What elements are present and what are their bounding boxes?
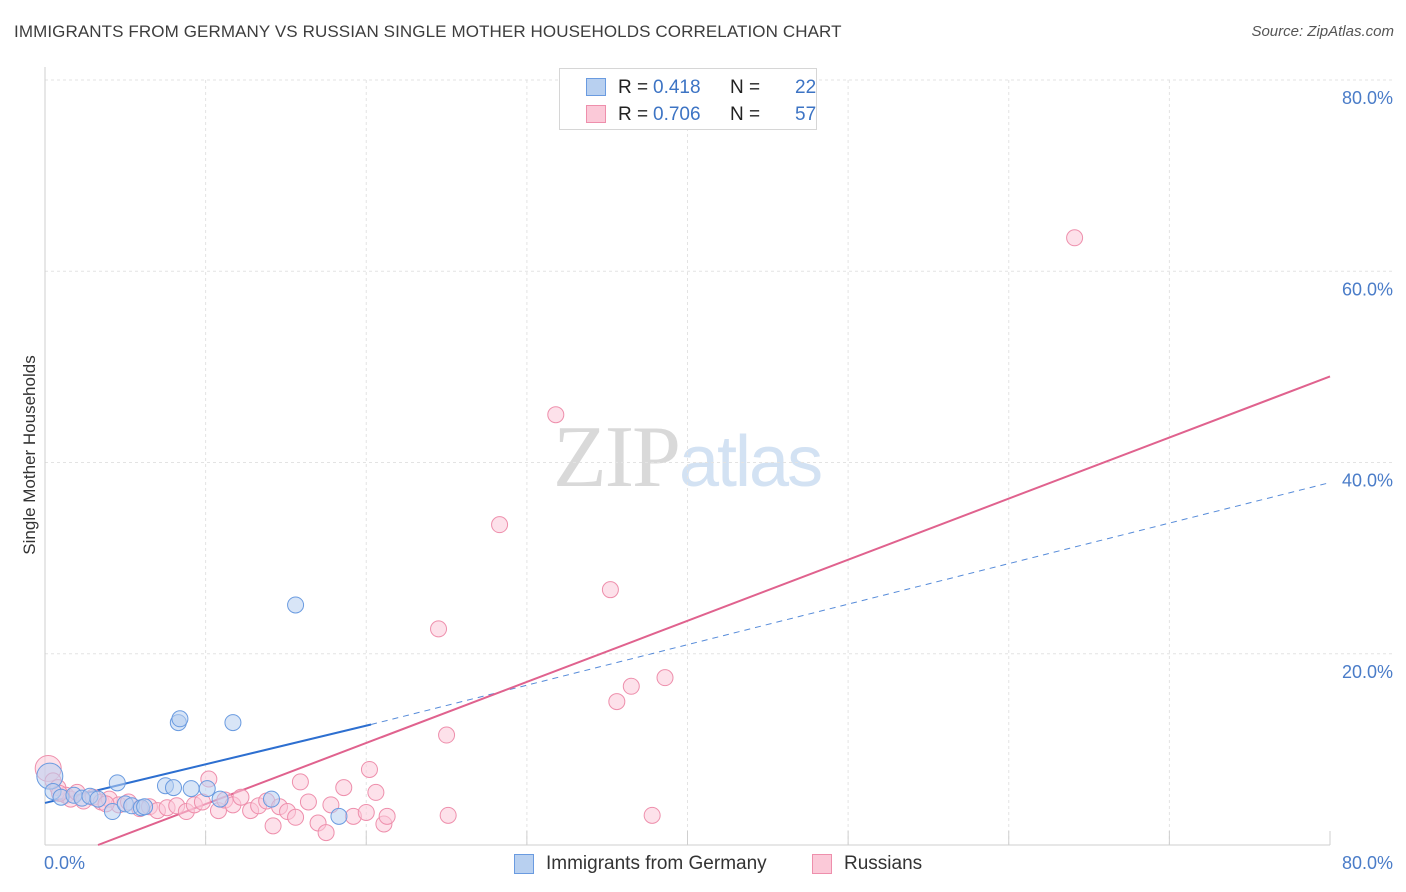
data-point-germany [211,790,229,808]
data-point-germany [330,807,348,825]
legend-label: Immigrants from Germany [546,853,767,874]
legend-swatch-germany [586,78,606,96]
source-label: Source: ZipAtlas.com [1251,23,1394,40]
r-label: R = [618,104,649,125]
data-point-russians [622,677,640,695]
data-point-germany [171,710,189,728]
data-point-russians [378,807,396,825]
data-point-russians [232,788,250,806]
data-point-russians [438,726,456,744]
data-point-russians [656,669,674,687]
legend-swatch-russians [586,105,606,123]
legend-row-russians: R = 0.706 N = 57 [560,101,816,129]
legend-row-germany: R = 0.418 N = 22 [560,74,816,102]
y-tick-label: 40.0% [1342,471,1393,491]
correlation-legend: R = 0.418 N = 22 R = 0.706 N = 57 [559,68,817,130]
trend-lines [44,375,1331,846]
data-points [34,229,1084,842]
r-label: R = [618,77,649,98]
legend-swatch-germany [514,854,534,874]
data-point-russians [608,693,626,711]
n-label: N = [730,104,761,125]
data-point-germany [89,790,107,808]
n-label: N = [730,77,761,98]
data-point-russians [357,803,375,821]
x-tick-label: 80.0% [1342,853,1393,873]
data-point-germany [262,790,280,808]
y-tick-label: 80.0% [1342,88,1393,108]
data-point-russians [335,779,353,797]
trend-line-germany-extension [370,482,1331,725]
legend-label: Russians [844,853,923,874]
r-value: 0.706 [653,104,701,125]
data-point-russians [299,793,317,811]
data-point-germany [136,798,154,816]
data-point-russians [643,806,661,824]
data-point-germany [165,779,182,797]
data-point-germany [103,803,121,821]
data-point-germany [287,596,305,614]
legend-swatch-russians [812,854,832,874]
data-point-germany [224,714,242,732]
tick-labels: 20.0% 40.0% 60.0% 80.0% 0.0% 80.0% [44,88,1393,873]
data-point-russians [367,783,385,801]
data-point-russians [264,817,282,835]
data-point-russians [601,581,619,599]
axes [44,67,1331,846]
trend-line-germany [44,723,372,804]
data-point-germany [198,780,216,798]
series-legend: Immigrants from Germany Russians [0,852,1406,878]
trend-line-russians [97,375,1331,846]
n-value: 22 [795,77,817,98]
x-tick-label: 0.0% [44,853,85,873]
data-point-germany [108,774,126,792]
grid [45,79,1393,845]
data-point-russians [547,406,565,424]
y-axis-title: Single Mother Households [20,355,39,554]
data-point-russians [1066,229,1084,247]
data-point-russians [360,760,378,778]
r-value: 0.418 [653,77,701,98]
n-value: 57 [795,104,817,125]
watermark: ZIPatlas [553,405,823,508]
y-tick-label: 60.0% [1342,279,1393,299]
data-point-russians [491,516,509,534]
data-point-russians [287,808,305,826]
watermark-atlas: atlas [679,422,823,502]
chart-title: IMMIGRANTS FROM GERMANY VS RUSSIAN SINGL… [14,22,842,41]
data-point-russians [430,620,448,638]
data-point-russians [317,824,335,842]
data-point-germany [182,780,200,798]
data-point-russians [291,773,309,791]
watermark-zip: ZIP [553,409,681,506]
y-tick-label: 20.0% [1342,662,1393,682]
data-point-russians [439,806,457,824]
